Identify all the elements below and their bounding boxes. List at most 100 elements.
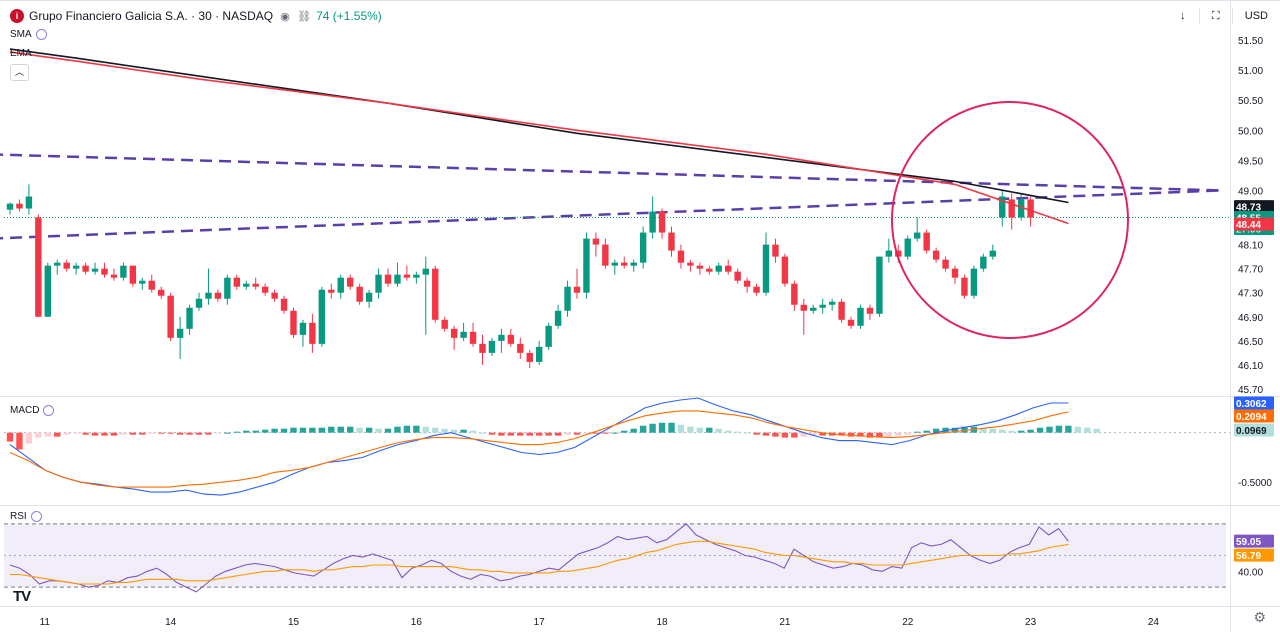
- candle-down: [82, 265, 89, 272]
- candle-up: [970, 268, 978, 296]
- symbol-title[interactable]: Grupo Financiero Galicia S.A. · 30 · NAS…: [29, 9, 274, 23]
- candle-down: [347, 277, 354, 287]
- macd-hist-bar: [668, 422, 675, 433]
- hist-value-label: 0.0969: [1236, 426, 1267, 437]
- candle-down: [687, 262, 694, 266]
- macd-hist-bar: [564, 432, 571, 435]
- candle-down: [753, 286, 760, 293]
- collapse-legend-icon[interactable]: ︿: [10, 64, 29, 81]
- candle-up: [914, 232, 921, 239]
- time-tick-label: 11: [40, 617, 51, 628]
- lower-trendline: [0, 189, 1220, 240]
- candle-down: [734, 271, 741, 281]
- candle-down: [63, 262, 70, 269]
- candle-down: [356, 286, 363, 302]
- candle-up: [422, 268, 429, 275]
- ema-label: EMA: [10, 48, 32, 59]
- macd-hist-bar: [261, 429, 269, 433]
- candle-down: [526, 352, 533, 362]
- candle-up: [904, 238, 911, 257]
- macd-hist-bar: [649, 423, 656, 433]
- candle-up: [337, 277, 344, 293]
- settings-icon[interactable]: ⚙: [1253, 609, 1266, 625]
- macd-histogram: [6, 422, 1100, 450]
- currency-selector[interactable]: USD: [1244, 10, 1268, 22]
- macd-hist-bar: [35, 432, 42, 438]
- candle-up: [999, 196, 1006, 218]
- link-icon[interactable]: ⛓: [297, 10, 312, 23]
- download-icon[interactable]: ↓: [1180, 10, 1186, 22]
- macd-hist-bar: [16, 432, 23, 450]
- macd-hist-bar: [904, 432, 911, 435]
- sma-label: SMA: [10, 29, 32, 40]
- candle-down: [517, 343, 524, 353]
- sma-legend[interactable]: SMA: [10, 29, 47, 40]
- candle-down: [677, 250, 685, 263]
- sma-line: [9, 48, 1069, 204]
- macd-hist-bar: [1036, 427, 1044, 433]
- macd-hist-bar: [54, 432, 61, 437]
- candle-down: [403, 274, 411, 278]
- macd-hist-bar: [592, 432, 600, 434]
- macd-hist-bar: [365, 427, 373, 433]
- candle-up: [649, 211, 656, 233]
- candle-up: [44, 265, 51, 317]
- rsi-legend[interactable]: RSI: [10, 511, 42, 522]
- candle-down: [290, 310, 297, 335]
- macd-hist-bar: [186, 432, 193, 435]
- macd-hist-bar: [819, 432, 826, 436]
- price-tick-label: 49.50: [1238, 156, 1263, 167]
- macd-hist-bar: [460, 429, 467, 433]
- gear-icon[interactable]: [43, 405, 55, 416]
- time-tick-label: 23: [1025, 617, 1037, 628]
- macd-hist-bar: [961, 426, 968, 433]
- gear-icon[interactable]: [35, 29, 47, 40]
- macd-hist-bar: [139, 432, 146, 435]
- candle-down: [148, 280, 155, 290]
- gear-icon[interactable]: [30, 511, 42, 522]
- rsi-ma-line: [10, 540, 1069, 585]
- ema-price-label-bg: [1234, 217, 1274, 231]
- candle-up: [6, 203, 14, 210]
- macd-hist-bar: [611, 432, 618, 434]
- price-change: 74 (+1.55%): [316, 9, 382, 23]
- macd-hist-bar: [696, 427, 704, 433]
- candle-down: [469, 331, 477, 344]
- candle-up: [413, 274, 420, 278]
- macd-line: [9, 397, 1069, 496]
- macd-hist-bar: [706, 427, 713, 433]
- macd-hist-bar: [1074, 426, 1082, 433]
- macd-hist-bar: [932, 428, 940, 433]
- macd-hist-bar: [158, 432, 165, 434]
- macd-hist-bar: [394, 426, 401, 433]
- candle-down: [602, 244, 609, 266]
- candle-up: [488, 340, 496, 353]
- macd-label: MACD: [10, 405, 40, 416]
- rsi-ma-value-label-bg: [1234, 548, 1274, 562]
- macd-legend[interactable]: MACD: [10, 405, 55, 416]
- candle-down: [895, 250, 902, 257]
- candle-down: [592, 238, 600, 245]
- candle-down: [309, 322, 316, 344]
- candle-down: [1027, 199, 1034, 218]
- macd-hist-bar: [101, 432, 108, 436]
- candle-up: [554, 310, 562, 326]
- candle-up: [460, 331, 467, 338]
- tradingview-logo[interactable]: TV: [13, 588, 31, 605]
- candle-down: [261, 286, 269, 293]
- macd-hist-bar: [743, 432, 751, 434]
- candle-up: [536, 346, 543, 362]
- ema-legend[interactable]: EMA: [10, 48, 32, 59]
- macd-hist-bar: [791, 432, 798, 438]
- rsi-tick-label: 40.00: [1238, 567, 1263, 578]
- toolbar-divider: [1231, 8, 1233, 24]
- macd-hist-bar: [129, 432, 137, 435]
- candle-down: [110, 274, 118, 278]
- eye-icon[interactable]: ◉: [280, 10, 290, 23]
- candle-down: [101, 268, 108, 275]
- fullscreen-icon[interactable]: ⛶: [1211, 10, 1220, 22]
- signal-value-label-bg: [1234, 409, 1274, 423]
- macd-hist-bar: [545, 432, 552, 436]
- macd-hist-bar: [224, 432, 231, 434]
